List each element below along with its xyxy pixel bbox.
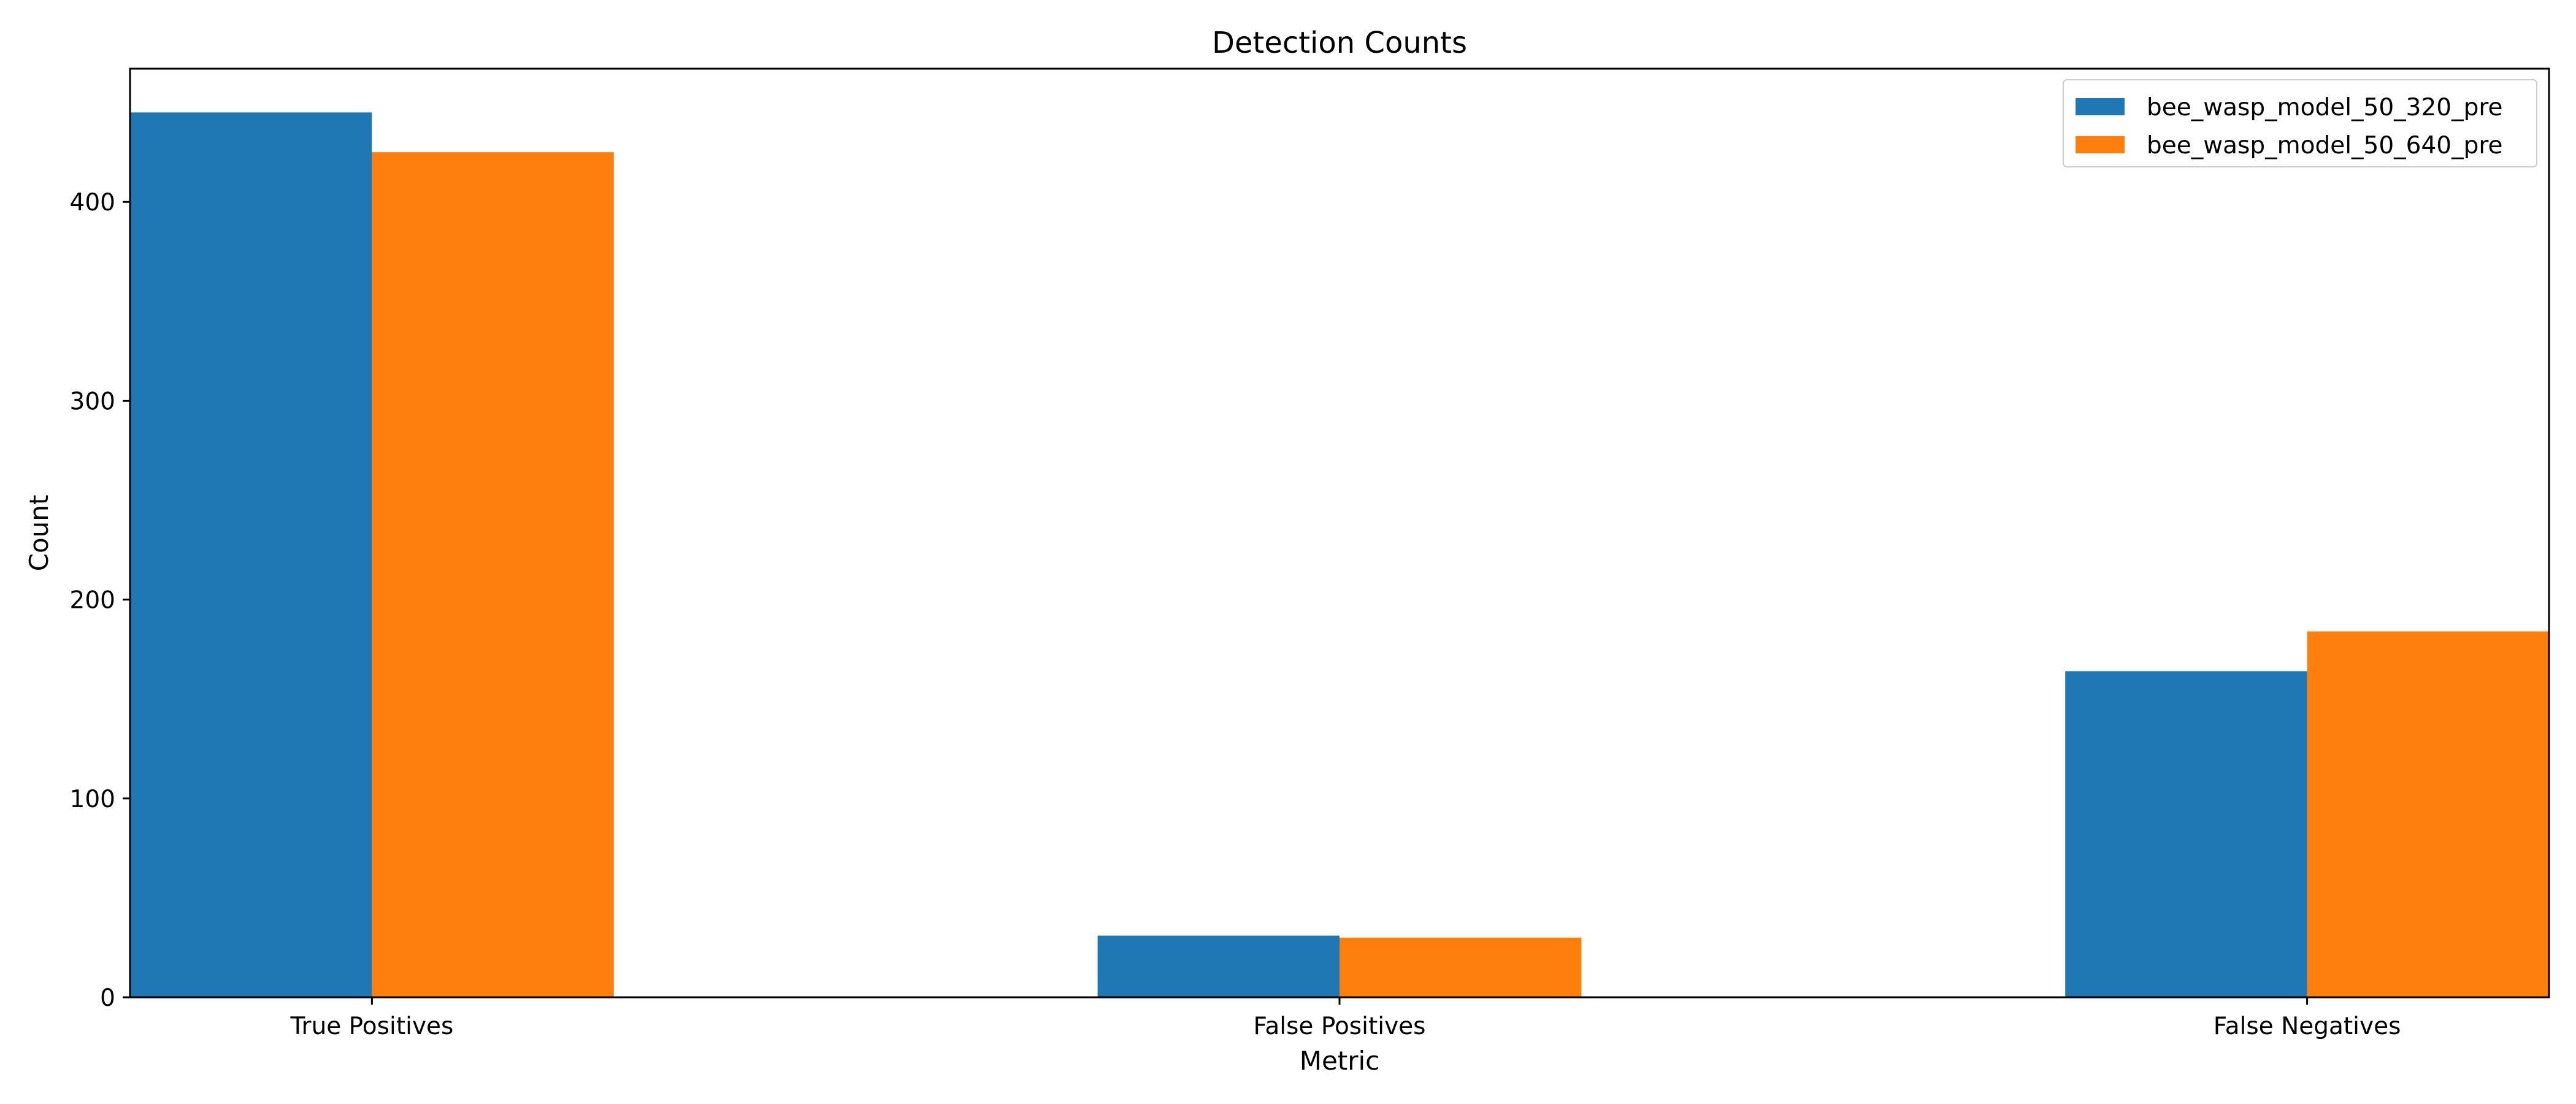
legend-label: bee_wasp_model_50_320_pre [2147,94,2503,121]
x-tick-label: False Positives [1254,1013,1426,1040]
plot-frame [129,67,2550,999]
x-tick-label: True Positives [289,1013,453,1040]
legend-frame [2063,79,2537,167]
bar-1-true-positives [130,112,372,997]
y-axis-label: Count [24,495,54,572]
x-axis-label: Metric [1300,1046,1380,1076]
legend-label: bee_wasp_model_50_640_pre [2147,132,2503,159]
y-tick-label: 300 [70,388,115,415]
y-axis-ticks: 0 100 200 300 400 [70,189,130,1012]
y-tick-label: 200 [70,587,115,615]
y-tick-label: 100 [70,786,115,813]
bars-group [130,112,2549,998]
bar-2-true-positives [372,152,614,998]
legend-swatch [2076,98,2125,115]
bar-1-false-positives [1097,935,1340,997]
legend-swatch [2076,136,2125,153]
bar-1-false-negatives [2065,671,2307,997]
y-tick-label: 400 [70,189,115,217]
y-tick-label: 0 [100,984,115,1012]
chart-title: Detection Counts [1212,26,1467,60]
x-axis-ticks: True Positives False Positives False Negat… [289,997,2401,1040]
legend: bee_wasp_model_50_320_pre bee_wasp_model_… [2063,79,2537,167]
bar-2-false-negatives [2307,631,2549,997]
bar-2-false-positives [1340,937,1582,997]
x-tick-label: False Negatives [2214,1013,2401,1040]
